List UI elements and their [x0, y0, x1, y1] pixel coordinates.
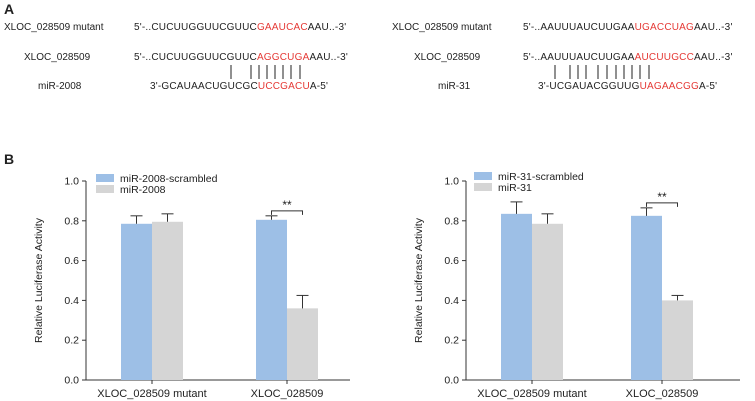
y-tick-label: 0.8	[64, 215, 79, 227]
y-axis-label: Relative Luciferase Activity	[413, 217, 425, 343]
seq-string-wildtype: 5'-..CUCUUGGUUCGUUCAGGCUGAAAU..-3'	[134, 52, 348, 63]
y-tick-label: 0.0	[444, 375, 459, 387]
bar	[121, 223, 152, 380]
seq-suffix: AAU..-3'	[307, 22, 347, 33]
legend-swatch	[96, 185, 114, 193]
seq-name-mutant: XLOC_028509 mutant	[4, 22, 104, 33]
x-tick-label: XLOC_028509 mutant	[97, 388, 206, 400]
seq-highlight: UCCGACU	[257, 81, 310, 92]
seq-string-mirna: 3'-GCAUAACUGUCGCUCCGACUA-5'	[150, 81, 328, 92]
y-tick-label: 1.0	[64, 176, 79, 188]
y-axis-label: Relative Luciferase Activity	[33, 217, 45, 343]
y-tick-label: 0.0	[64, 375, 79, 387]
bar	[256, 219, 287, 380]
seq-string-wildtype: 5'-..AAUUUAUCUUGAAAUCUUGCCAAU..-3'	[523, 52, 733, 63]
significance-bracket	[271, 210, 303, 215]
panel-a-label: A	[4, 1, 15, 17]
seq-suffix: AAU..-3'	[309, 52, 348, 63]
y-tick-label: 0.4	[444, 295, 459, 307]
seq-name-mutant: XLOC_028509 mutant	[392, 22, 492, 33]
y-tick-label: 0.2	[64, 335, 79, 347]
seq-string-mutant: 5'-..CUCUUGGUUCGUUCGAAUCACAAU..-3'	[134, 22, 346, 33]
legend-swatch	[96, 174, 114, 182]
bar	[532, 223, 563, 380]
seq-prefix: 5'-..AAUUUAUCUUGAA	[523, 22, 635, 33]
y-tick-label: 0.6	[444, 255, 459, 267]
bar	[501, 213, 532, 380]
seq-name-mirna: miR-2008	[38, 81, 82, 92]
legend-label: miR-31-scrambled	[498, 171, 584, 183]
x-tick-label: XLOC_028509	[626, 388, 699, 400]
y-tick-label: 0.2	[444, 335, 459, 347]
seq-prefix: 5'-..CUCUUGGUUCGUUC	[134, 22, 257, 33]
seq-prefix: 3'-UCGAUACGGUUG	[538, 81, 640, 92]
seq-prefix: 3'-GCAUAACUGUCGC	[150, 81, 258, 92]
seq-suffix: A-5'	[698, 81, 718, 92]
y-tick-label: 0.6	[64, 255, 79, 267]
seq-suffix: AAU..-3'	[694, 52, 733, 63]
seq-prefix: 5'-..AAUUUAUCUUGAA	[523, 52, 635, 63]
seq-name-wildtype: XLOC_028509	[414, 52, 481, 63]
seq-name-mirna: miR-31	[438, 81, 471, 92]
bar	[152, 221, 183, 380]
y-tick-label: 1.0	[444, 176, 459, 188]
bar	[631, 215, 662, 380]
seq-name-wildtype: XLOC_028509	[24, 52, 91, 63]
seq-suffix: A-5'	[309, 81, 329, 92]
seq-string-mirna: 3'-UCGAUACGGUUGUAGAACGGA-5'	[538, 81, 717, 92]
seq-highlight: UAGAACGG	[639, 81, 699, 92]
panel-b-label: B	[4, 151, 15, 167]
seq-highlight: AGGCUGA	[256, 52, 310, 63]
significance-label: **	[657, 190, 667, 204]
seq-prefix: 5'-..CUCUUGGUUCGUUC	[134, 52, 257, 63]
seq-highlight: AUCUUGCC	[634, 52, 695, 63]
legend-swatch	[474, 172, 492, 180]
legend-swatch	[474, 183, 492, 191]
seq-highlight: GAAUCAC	[256, 22, 308, 33]
x-tick-label: XLOC_028509	[251, 388, 324, 400]
y-tick-label: 0.8	[444, 215, 459, 227]
x-tick-label: XLOC_028509 mutant	[477, 388, 586, 400]
y-tick-label: 0.4	[64, 295, 79, 307]
bar-chart-mir2008: 0.0 0.2 0.4 0.6 0.8 1.0 Relative Luciferase Ac…	[33, 173, 350, 400]
base-pairing-marks	[230, 65, 650, 79]
bar	[662, 300, 693, 380]
legend-label: miR-2008-scrambled	[120, 173, 218, 185]
significance-bracket	[646, 202, 678, 207]
seq-suffix: AAU..-3'	[694, 22, 733, 33]
bar	[287, 308, 318, 380]
seq-string-mutant: 5'-..AAUUUAUCUUGAAUGACCUAGAAU..-3'	[523, 22, 733, 33]
seq-highlight: UGACCUAG	[634, 22, 695, 33]
significance-label: **	[282, 198, 292, 212]
legend-label: miR-31	[498, 182, 532, 194]
legend-label: miR-2008	[120, 184, 166, 196]
bar-chart-mir31: 0.0 0.2 0.4 0.6 0.8 1.0 Relative Luciferase Ac…	[413, 171, 740, 400]
